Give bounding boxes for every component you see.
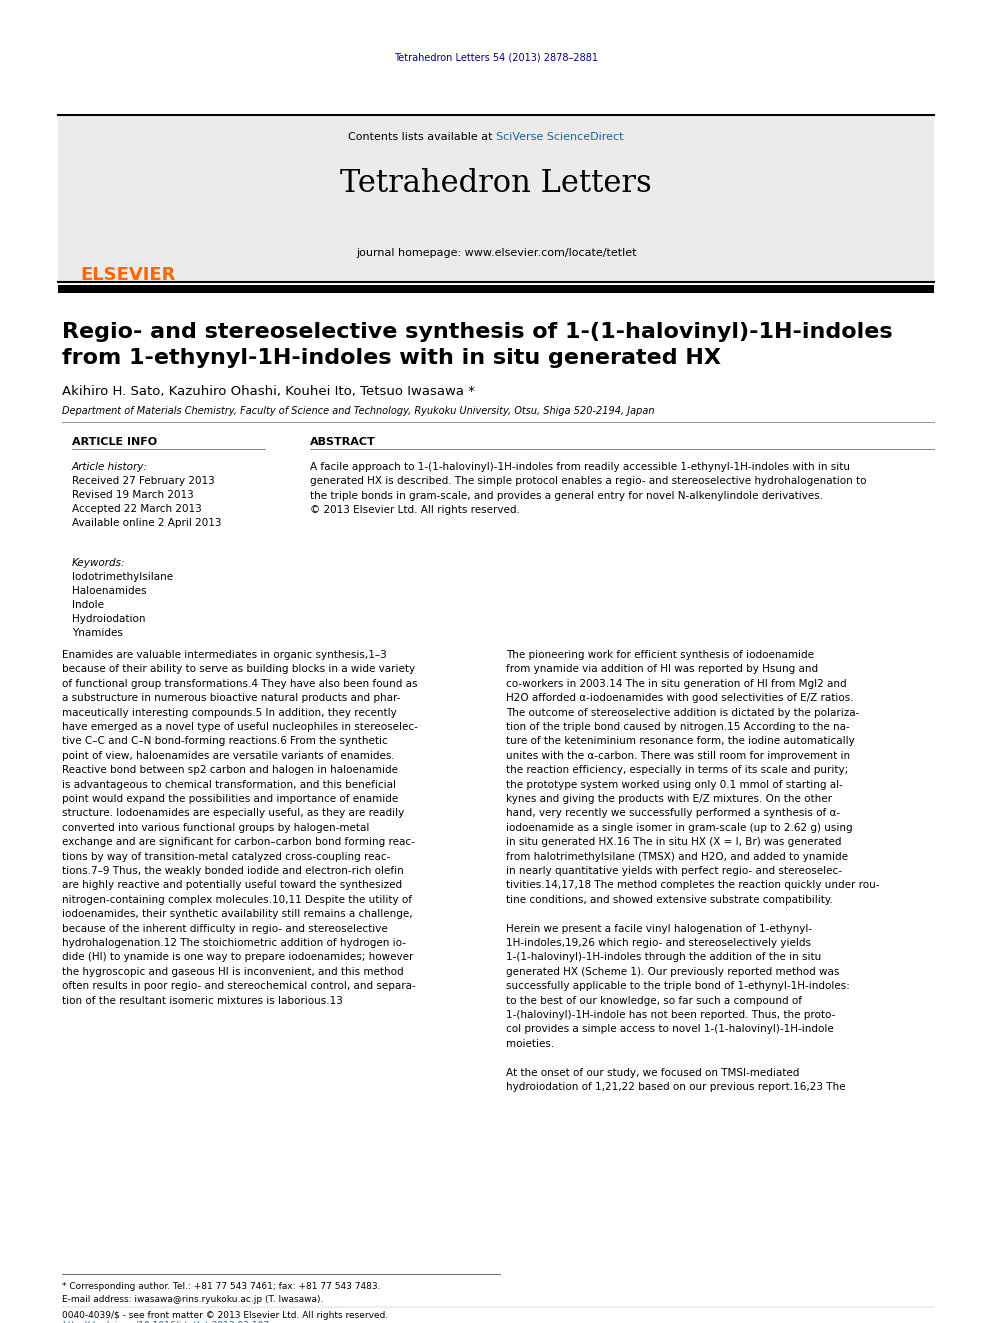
Text: ELSEVIER: ELSEVIER xyxy=(80,266,176,284)
Text: 0040-4039/$ - see front matter © 2013 Elsevier Ltd. All rights reserved.: 0040-4039/$ - see front matter © 2013 El… xyxy=(62,1311,388,1320)
Text: Keywords:: Keywords: xyxy=(72,558,126,568)
FancyBboxPatch shape xyxy=(58,115,934,282)
Text: Indole: Indole xyxy=(72,601,104,610)
Text: Ynamides: Ynamides xyxy=(72,628,123,638)
Text: Received 27 February 2013: Received 27 February 2013 xyxy=(72,476,214,486)
Text: from 1-ethynyl-1H-indoles with in situ generated HX: from 1-ethynyl-1H-indoles with in situ g… xyxy=(62,348,721,368)
Text: Akihiro H. Sato, Kazuhiro Ohashi, Kouhei Ito, Tetsuo Iwasawa *: Akihiro H. Sato, Kazuhiro Ohashi, Kouhei… xyxy=(62,385,475,398)
Text: Article history:: Article history: xyxy=(72,462,148,472)
Text: ARTICLE INFO: ARTICLE INFO xyxy=(72,437,157,447)
Text: Tetrahedron Letters 54 (2013) 2878–2881: Tetrahedron Letters 54 (2013) 2878–2881 xyxy=(394,52,598,62)
Text: Iodotrimethylsilane: Iodotrimethylsilane xyxy=(72,572,174,582)
Text: SciVerse ScienceDirect: SciVerse ScienceDirect xyxy=(496,132,624,142)
Text: Regio- and stereoselective synthesis of 1-(1-halovinyl)-1H-indoles: Regio- and stereoselective synthesis of … xyxy=(62,321,893,343)
Text: journal homepage: www.elsevier.com/locate/tetlet: journal homepage: www.elsevier.com/locat… xyxy=(356,247,636,258)
Text: Contents lists available at: Contents lists available at xyxy=(348,132,496,142)
Text: Enamides are valuable intermediates in organic synthesis,1–3
because of their ab: Enamides are valuable intermediates in o… xyxy=(62,650,418,1005)
Text: The pioneering work for efficient synthesis of iodoenamide
from ynamide via addi: The pioneering work for efficient synthe… xyxy=(506,650,880,1091)
Text: * Corresponding author. Tel.: +81 77 543 7461; fax: +81 77 543 7483.: * Corresponding author. Tel.: +81 77 543… xyxy=(62,1282,381,1291)
Text: Hydroiodation: Hydroiodation xyxy=(72,614,146,624)
Text: ABSTRACT: ABSTRACT xyxy=(310,437,376,447)
Text: Accepted 22 March 2013: Accepted 22 March 2013 xyxy=(72,504,201,515)
Text: Department of Materials Chemistry, Faculty of Science and Technology, Ryukoku Un: Department of Materials Chemistry, Facul… xyxy=(62,406,655,415)
Text: Revised 19 March 2013: Revised 19 March 2013 xyxy=(72,490,193,500)
Text: http://dx.doi.org/10.1016/j.tetlet.2013.03.107: http://dx.doi.org/10.1016/j.tetlet.2013.… xyxy=(62,1320,269,1323)
Bar xyxy=(58,284,934,292)
Text: A facile approach to 1-(1-halovinyl)-1H-indoles from readily accessible 1-ethyny: A facile approach to 1-(1-halovinyl)-1H-… xyxy=(310,462,866,515)
Text: Haloenamides: Haloenamides xyxy=(72,586,147,595)
Text: Tetrahedron Letters: Tetrahedron Letters xyxy=(340,168,652,198)
Text: E-mail address: iwasawa@rins.ryukoku.ac.jp (T. Iwasawa).: E-mail address: iwasawa@rins.ryukoku.ac.… xyxy=(62,1295,323,1304)
Text: Available online 2 April 2013: Available online 2 April 2013 xyxy=(72,519,221,528)
